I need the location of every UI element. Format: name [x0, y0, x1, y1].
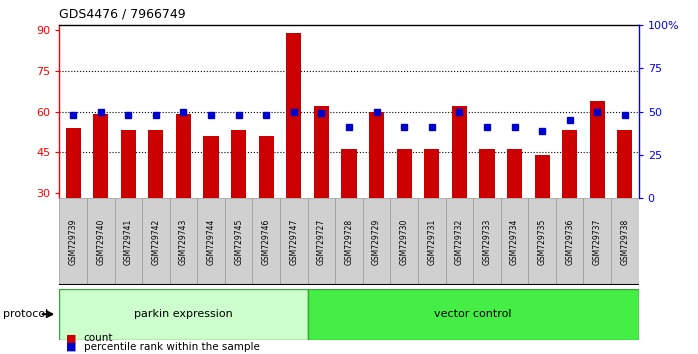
Bar: [445, 198, 473, 285]
Bar: [556, 198, 584, 285]
Text: ■: ■: [66, 342, 77, 352]
Text: GSM729737: GSM729737: [593, 218, 602, 265]
Text: protocol: protocol: [3, 309, 49, 319]
Text: GSM729738: GSM729738: [621, 218, 630, 265]
Text: vector control: vector control: [434, 309, 512, 319]
Bar: [314, 106, 329, 274]
Bar: [121, 131, 136, 274]
Text: GSM729731: GSM729731: [427, 218, 436, 265]
Bar: [473, 198, 500, 285]
Bar: [259, 136, 274, 274]
Bar: [500, 198, 528, 285]
Bar: [170, 198, 198, 285]
Bar: [396, 149, 412, 274]
Bar: [424, 149, 439, 274]
Bar: [611, 198, 639, 285]
Bar: [198, 198, 225, 285]
Bar: [584, 198, 611, 285]
Bar: [480, 149, 494, 274]
Text: percentile rank within the sample: percentile rank within the sample: [84, 342, 260, 352]
Text: GSM729734: GSM729734: [510, 218, 519, 265]
Text: GSM729730: GSM729730: [400, 218, 408, 265]
Bar: [369, 112, 384, 274]
Text: GSM729743: GSM729743: [179, 218, 188, 265]
Text: GSM729745: GSM729745: [234, 218, 243, 265]
Bar: [66, 128, 81, 274]
Bar: [148, 131, 163, 274]
Bar: [590, 101, 605, 274]
Bar: [341, 149, 357, 274]
Text: GSM729729: GSM729729: [372, 218, 381, 265]
Text: GDS4476 / 7966749: GDS4476 / 7966749: [59, 7, 186, 20]
Text: GSM729741: GSM729741: [124, 218, 133, 265]
Bar: [253, 198, 280, 285]
Bar: [93, 114, 108, 274]
Text: GSM729740: GSM729740: [96, 218, 105, 265]
Text: count: count: [84, 333, 113, 343]
Text: parkin expression: parkin expression: [134, 309, 233, 319]
Bar: [535, 155, 550, 274]
Bar: [280, 198, 308, 285]
Bar: [59, 289, 308, 340]
Bar: [390, 198, 418, 285]
Bar: [176, 114, 191, 274]
Text: GSM729744: GSM729744: [207, 218, 216, 265]
Bar: [87, 198, 114, 285]
Bar: [507, 149, 522, 274]
Text: ■: ■: [66, 333, 77, 343]
Bar: [452, 106, 467, 274]
Bar: [363, 198, 390, 285]
Text: GSM729736: GSM729736: [565, 218, 574, 265]
Bar: [335, 198, 363, 285]
Text: GSM729732: GSM729732: [455, 218, 464, 265]
Bar: [286, 33, 302, 274]
Bar: [308, 289, 639, 340]
Bar: [418, 198, 445, 285]
Text: GSM729735: GSM729735: [537, 218, 547, 265]
Text: GSM729733: GSM729733: [482, 218, 491, 265]
Bar: [225, 198, 253, 285]
Bar: [617, 131, 632, 274]
Text: GSM729727: GSM729727: [317, 218, 326, 265]
Bar: [562, 131, 577, 274]
Text: GSM729728: GSM729728: [345, 218, 353, 265]
Bar: [59, 198, 87, 285]
Bar: [204, 136, 218, 274]
Bar: [231, 131, 246, 274]
Text: GSM729739: GSM729739: [68, 218, 77, 265]
Text: GSM729742: GSM729742: [151, 218, 161, 265]
Bar: [114, 198, 142, 285]
Bar: [142, 198, 170, 285]
Text: GSM729747: GSM729747: [290, 218, 298, 265]
Text: GSM729746: GSM729746: [262, 218, 271, 265]
Bar: [308, 198, 335, 285]
Bar: [528, 198, 556, 285]
